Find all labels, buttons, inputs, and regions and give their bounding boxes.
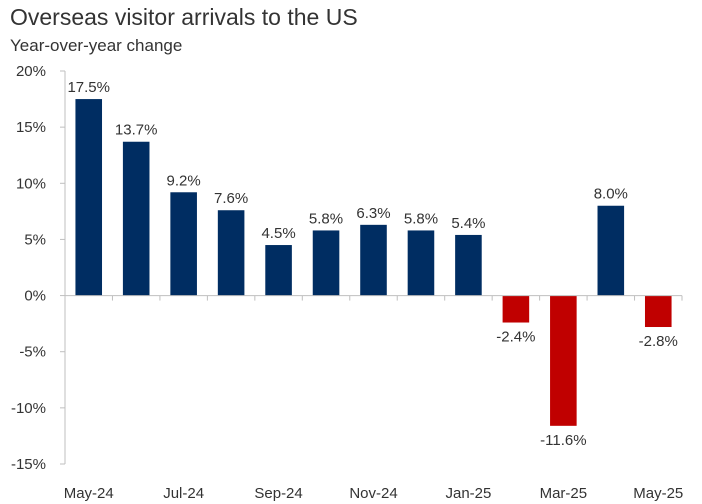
data-label: 5.4% <box>451 215 485 232</box>
chart-title: Overseas visitor arrivals to the US <box>10 4 358 30</box>
y-tick-label: 0% <box>24 288 46 305</box>
y-tick-label: 15% <box>16 119 46 136</box>
y-tick-label: -10% <box>11 400 46 417</box>
bar-may-25 <box>644 295 672 328</box>
bar-may-24 <box>75 99 103 296</box>
y-axis: 20% 15% 10% 5% 0% -5% -10% -15% <box>11 63 66 473</box>
data-label: 5.8% <box>309 210 343 227</box>
data-label: 17.5% <box>67 79 110 96</box>
bars <box>75 99 672 426</box>
y-tick-label: 10% <box>16 175 46 192</box>
x-tick-label: May-24 <box>64 485 114 502</box>
bar-nov-24 <box>360 224 387 296</box>
bar-apr-25 <box>597 205 625 296</box>
y-tick-label: 20% <box>16 63 46 80</box>
data-label: 8.0% <box>594 186 628 203</box>
bar-oct-24 <box>312 230 340 296</box>
x-tick-label: Sep-24 <box>254 485 302 502</box>
data-label: 7.6% <box>214 190 248 207</box>
data-label: 13.7% <box>115 122 158 139</box>
x-tick-label: Jan-25 <box>445 485 491 502</box>
y-tick-label: -15% <box>11 456 46 473</box>
bar-jun-24 <box>122 141 150 296</box>
x-tick-label: Jul-24 <box>163 485 204 502</box>
data-label: 4.5% <box>261 225 295 242</box>
bar-feb-25 <box>502 295 530 323</box>
data-label: -2.4% <box>496 329 535 346</box>
x-tick-label: May-25 <box>633 485 683 502</box>
bar-jan-25 <box>455 234 482 296</box>
x-tick-label: Mar-25 <box>540 485 588 502</box>
bar-sep-24 <box>265 245 292 296</box>
data-labels: 17.5% 13.7% 9.2% 7.6% 4.5% 5.8% 6.3% 5.8% 5.4% -2… <box>67 79 677 449</box>
bar-mar-25 <box>550 295 577 426</box>
y-tick-label: 5% <box>24 231 46 248</box>
x-tick-label: Nov-24 <box>349 485 397 502</box>
y-tick-label: -5% <box>19 344 46 361</box>
chart-subtitle: Year-over-year change <box>10 36 183 55</box>
bar-aug-24 <box>217 210 245 296</box>
bar-dec-24 <box>407 230 435 296</box>
x-axis: May-24 Jul-24 Sep-24 Nov-24 Jan-25 Mar-25 May-… <box>64 295 683 502</box>
data-label: 9.2% <box>167 172 201 189</box>
data-label: -11.6% <box>540 432 586 449</box>
data-label: -2.8% <box>639 333 678 350</box>
bar-jul-24 <box>170 192 197 296</box>
data-label: 6.3% <box>356 205 390 222</box>
data-label: 5.8% <box>404 210 438 227</box>
